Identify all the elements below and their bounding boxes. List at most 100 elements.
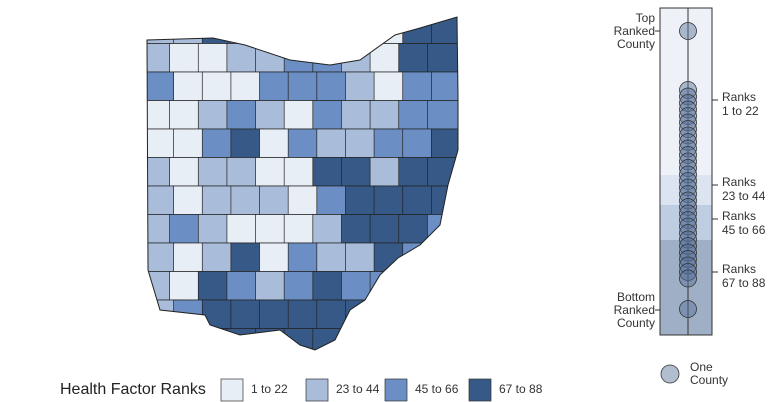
county [373,17,408,44]
county [147,43,174,73]
county [431,71,458,101]
county-dot [679,100,697,119]
county [431,299,458,329]
county [259,17,293,44]
county [283,328,318,350]
county [230,242,264,272]
legend-swatch [384,378,408,402]
county [312,43,346,73]
county [316,299,350,329]
legend-label: 1 to 22 [251,382,288,396]
key-dot [660,364,680,384]
county [197,43,232,73]
county [169,271,203,301]
county [398,328,432,350]
bottom-label: County [617,316,655,330]
county [173,185,207,215]
county [287,242,322,272]
county [226,100,260,130]
county [431,242,458,272]
county [230,185,264,215]
county [255,100,289,130]
county [427,214,458,244]
county-dot [679,256,697,275]
range-label: 67 to 88 [722,276,766,290]
county [341,271,375,301]
county-dot [679,81,697,99]
county [283,271,318,301]
county [373,299,408,329]
county [147,128,178,158]
legend-label: 45 to 66 [415,382,459,396]
county-dot [679,185,697,203]
county [345,242,379,272]
county [147,71,178,101]
county [197,100,232,130]
county [169,328,203,350]
county [230,17,264,44]
band [660,240,712,335]
range-label: Ranks [722,209,756,223]
county [201,242,236,272]
county [201,299,236,329]
county [147,328,174,350]
county [287,17,322,44]
county [341,328,375,350]
range-label: Ranks [722,90,756,104]
county [373,71,408,101]
county [431,185,458,215]
range-label: 45 to 66 [722,223,766,237]
county [197,328,232,350]
legend-label: 67 to 88 [499,382,543,396]
county [197,214,232,244]
county [147,242,178,272]
county-dot [679,94,697,112]
county [255,271,289,301]
county [427,328,458,350]
county [226,214,260,244]
county [427,100,458,130]
band [660,175,712,205]
county [173,242,207,272]
panel-frame [659,7,713,336]
county-dot [679,139,697,158]
county [147,271,174,301]
county [402,185,436,215]
county [316,242,350,272]
county [341,43,375,73]
county [259,185,293,215]
county [283,214,318,244]
county [287,128,322,158]
county [283,100,318,130]
county-dot [679,126,697,145]
county-dot [679,146,697,164]
county-dot [679,152,697,171]
top-label: County [617,37,655,51]
county [369,100,404,130]
county [255,214,289,244]
county [283,157,318,187]
county-dot [679,269,697,288]
county [345,299,379,329]
county [201,128,236,158]
county [169,43,203,73]
county-dot [679,237,697,255]
band [660,8,712,175]
county [369,271,404,301]
county [402,17,436,44]
county [226,271,260,301]
county [169,214,203,244]
county [373,185,408,215]
county [316,185,350,215]
county [147,214,174,244]
county [345,17,379,44]
state-outline [146,16,459,351]
county-dot [679,250,697,268]
county [398,214,432,244]
county [259,242,293,272]
county [369,214,404,244]
county [226,157,260,187]
county [312,100,346,130]
county [230,128,264,158]
